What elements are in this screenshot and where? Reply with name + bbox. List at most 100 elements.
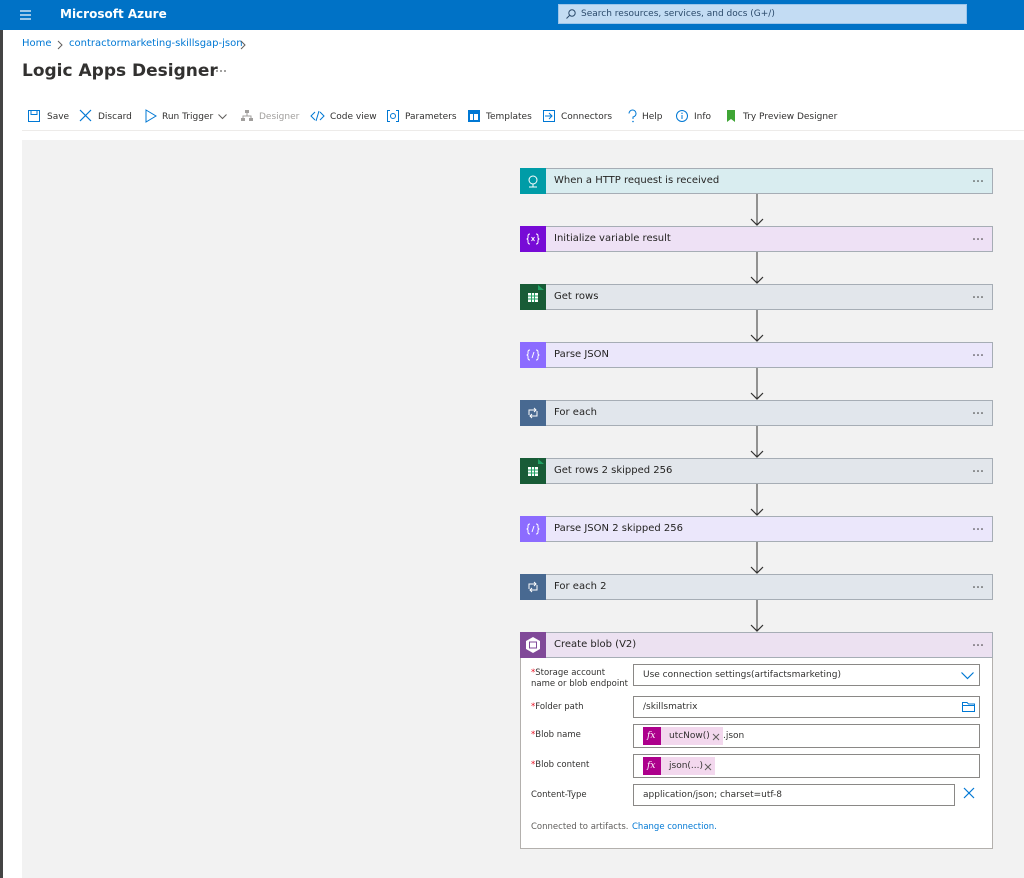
- field-label: *Blob name: [531, 730, 631, 741]
- step-title[interactable]: For each: [554, 407, 597, 418]
- remove-button[interactable]: [963, 787, 975, 799]
- breadcrumb-link[interactable]: Home: [22, 38, 52, 49]
- step-icon: [520, 632, 546, 658]
- field-label: *Folder path: [531, 702, 631, 713]
- step-title[interactable]: Initialize variable result: [554, 233, 671, 244]
- connector-arrow: [750, 310, 764, 342]
- field-input[interactable]: [633, 664, 980, 686]
- step-more-button[interactable]: [973, 528, 985, 531]
- required-mark: *: [531, 702, 536, 712]
- token-icon-bg: [643, 757, 661, 775]
- step-title[interactable]: When a HTTP request is received: [554, 175, 720, 186]
- step-header[interactable]: [520, 342, 993, 368]
- step-icon: [520, 400, 546, 426]
- step-icon: [520, 574, 546, 600]
- toolbar-button[interactable]: Connectors: [561, 112, 613, 122]
- dropdown-chevron[interactable]: [961, 672, 974, 680]
- toolbar-button[interactable]: Run Trigger: [162, 112, 214, 122]
- page-title: Logic Apps Designer: [22, 61, 218, 81]
- step-icon: [520, 342, 546, 368]
- required-mark: *: [531, 730, 536, 740]
- step-more-button[interactable]: [973, 238, 985, 241]
- token[interactable]: [643, 727, 723, 745]
- toolbar-button[interactable]: Code view: [330, 112, 377, 122]
- step-more-button[interactable]: [973, 470, 985, 473]
- field-label-text: Blob content: [535, 760, 590, 770]
- token-remove[interactable]: [704, 763, 712, 771]
- step-more-button[interactable]: [973, 412, 985, 415]
- step-header[interactable]: [520, 284, 993, 310]
- field-value: /skillsmatrix: [643, 702, 698, 712]
- window-edge: [0, 30, 3, 878]
- step-title[interactable]: Create blob (V2): [554, 639, 637, 650]
- toolbar-button[interactable]: Discard: [98, 112, 132, 122]
- toolbar-icon[interactable]: [543, 110, 556, 123]
- field-label-text: Content-Type: [531, 790, 587, 800]
- menu-button[interactable]: [20, 10, 32, 20]
- toolbar-button[interactable]: Info: [694, 112, 712, 122]
- step-title[interactable]: Get rows: [554, 291, 599, 302]
- connector-arrow: [750, 600, 764, 632]
- step-header[interactable]: [520, 226, 993, 252]
- step-title[interactable]: Get rows 2 skipped 256: [554, 465, 673, 476]
- step-more-button[interactable]: [973, 644, 985, 647]
- toolbar-icon[interactable]: [387, 110, 400, 123]
- change-connection-link[interactable]: Change connection.: [632, 822, 717, 832]
- breadcrumb-link[interactable]: contractormarketing-skillsgap-json: [69, 38, 243, 49]
- toolbar-icon[interactable]: [676, 110, 689, 123]
- folder-picker[interactable]: [962, 701, 975, 712]
- toolbar-icon[interactable]: [310, 110, 325, 123]
- step-more-button[interactable]: [973, 354, 985, 357]
- toolbar-icon[interactable]: [725, 110, 738, 123]
- connection-text: Connected to artifacts.: [531, 822, 629, 832]
- brand[interactable]: Microsoft Azure: [60, 7, 167, 21]
- step-title[interactable]: Parse JSON: [554, 349, 610, 360]
- toolbar-divider: [22, 130, 1024, 131]
- field-input[interactable]: [633, 784, 955, 806]
- token-remove[interactable]: [712, 733, 720, 741]
- step-icon: [520, 284, 546, 310]
- field-value: Use connection settings(artifactsmarketi…: [643, 670, 841, 680]
- toolbar-icon[interactable]: [627, 109, 640, 123]
- search-icon: [566, 9, 576, 19]
- toolbar-button[interactable]: Templates: [486, 112, 532, 122]
- toolbar-icon[interactable]: [28, 110, 41, 123]
- step-title[interactable]: Parse JSON 2 skipped 256: [554, 523, 683, 534]
- step-icon: [520, 458, 546, 484]
- search-box[interactable]: [558, 4, 967, 24]
- token[interactable]: [643, 757, 715, 775]
- step-header[interactable]: [520, 516, 993, 542]
- connector-arrow: [750, 194, 764, 226]
- connector-arrow: [750, 368, 764, 400]
- toolbar-icon[interactable]: [468, 110, 481, 123]
- step-more-button[interactable]: [973, 180, 985, 183]
- toolbar-icon[interactable]: [145, 109, 158, 123]
- step-header[interactable]: [520, 168, 993, 194]
- step-more-button[interactable]: [973, 296, 985, 299]
- toolbar-icon[interactable]: [79, 109, 93, 123]
- toolbar-button[interactable]: Try Preview Designer: [743, 112, 838, 122]
- toolbar-button[interactable]: Save: [47, 112, 70, 122]
- dropdown-chevron[interactable]: [218, 114, 227, 120]
- connector-arrow: [750, 484, 764, 516]
- field-label-text: Folder path: [535, 702, 584, 712]
- token-icon: fx: [647, 731, 656, 741]
- step-header[interactable]: [520, 574, 993, 600]
- step-more-button[interactable]: [973, 586, 985, 589]
- token-icon-bg: [643, 727, 661, 745]
- toolbar-button[interactable]: Parameters: [405, 112, 457, 122]
- token-text: utcNow(): [669, 731, 710, 741]
- field-label: Content-Type: [531, 790, 631, 801]
- step-header[interactable]: [520, 458, 993, 484]
- more-button[interactable]: [216, 70, 228, 73]
- step-header[interactable]: [520, 632, 993, 658]
- field-input[interactable]: [633, 696, 980, 718]
- breadcrumb-separator: [240, 40, 246, 50]
- toolbar-icon: [241, 110, 253, 121]
- field-label-text: Storage account name or blob endpoint: [531, 668, 628, 689]
- step-title[interactable]: For each 2: [554, 581, 607, 592]
- toolbar-button[interactable]: Help: [642, 112, 663, 122]
- breadcrumb-separator: [57, 40, 63, 50]
- token-icon: fx: [647, 761, 656, 771]
